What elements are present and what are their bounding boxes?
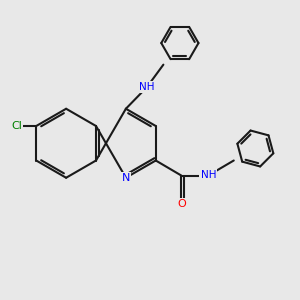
Text: NH: NH	[139, 82, 154, 92]
Text: O: O	[177, 199, 186, 209]
Text: NH: NH	[200, 170, 216, 181]
Text: Cl: Cl	[11, 121, 22, 131]
Text: N: N	[122, 173, 130, 183]
